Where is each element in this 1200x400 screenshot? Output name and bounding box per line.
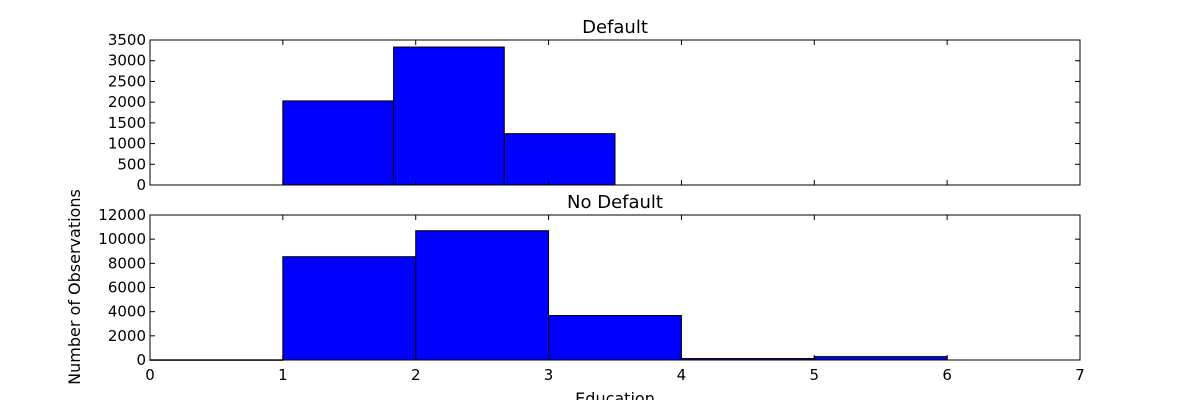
x-tick-label: 7	[1075, 366, 1085, 384]
x-tick-label: 2	[411, 366, 421, 384]
histogram-bar	[415, 230, 550, 361]
y-tick-label: 500	[117, 155, 146, 173]
default-panel: 0 500 1000 1500 2000 2500 3000 3500 Default	[108, 17, 1081, 194]
x-axis-label: Education	[575, 389, 655, 400]
y-tick-label: 0	[136, 351, 146, 369]
y-tick-label: 3000	[108, 52, 146, 70]
no-default-panel: 0 2000 4000 6000 8000 10000 12000 0 1 2 3 4 5 6 7 No De…	[98, 192, 1084, 384]
y-tick-label: 1500	[108, 114, 146, 132]
y-tick-label: 2000	[108, 93, 146, 111]
x-tick-label: 6	[942, 366, 952, 384]
histogram-bar	[813, 356, 948, 361]
y-tick-label: 0	[136, 176, 146, 194]
y-tick-label: 3500	[108, 31, 146, 49]
y-tick-label: 10000	[98, 230, 146, 248]
y-tick-label: 8000	[108, 254, 146, 272]
histogram-bar	[548, 315, 682, 361]
x-tick-label: 4	[677, 366, 687, 384]
axes-frame	[149, 39, 1081, 186]
y-tick-label: 2000	[108, 327, 146, 345]
x-tick-label: 5	[810, 366, 820, 384]
x-tick-label: 1	[278, 366, 288, 384]
x-tick-label: 0	[145, 366, 155, 384]
y-tick-label: 2500	[108, 72, 146, 90]
histogram-bar	[503, 133, 616, 186]
y-axis-label: Number of Observations	[65, 189, 84, 385]
y-tick-label: 4000	[108, 303, 146, 321]
panel-title: No Default	[567, 192, 663, 213]
panel-title: Default	[582, 17, 648, 38]
histogram-bar	[282, 256, 417, 361]
histogram-bar	[282, 100, 395, 186]
x-tick-label: 3	[544, 366, 554, 384]
y-tick-label: 12000	[98, 206, 146, 224]
y-tick-label: 6000	[108, 279, 146, 297]
y-tick-label: 1000	[108, 135, 146, 153]
histogram-bar	[393, 46, 505, 186]
